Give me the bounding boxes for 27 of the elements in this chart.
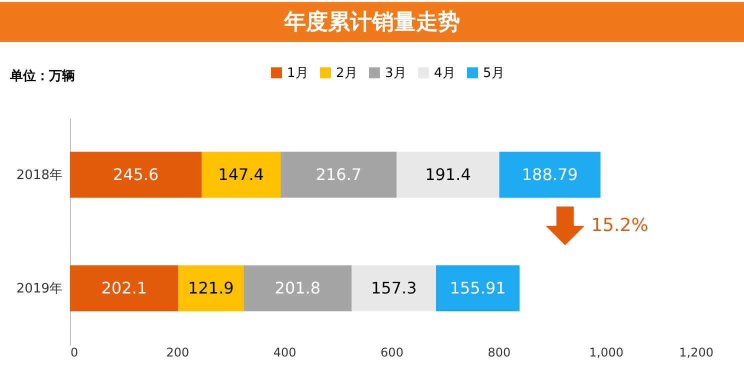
legend-label: 5月 [483, 66, 504, 81]
data-label: 155.91 [450, 278, 506, 298]
legend-label: 4月 [434, 66, 456, 81]
x-tick-label: 400 [273, 346, 296, 360]
data-label: 191.4 [425, 164, 471, 184]
data-label: 121.9 [188, 278, 234, 298]
x-tick-label: 1,000 [589, 346, 624, 360]
data-label: 201.8 [274, 278, 321, 298]
data-label: 147.4 [218, 164, 264, 184]
x-tick-label: 800 [488, 346, 511, 360]
annotation: 15.2% [591, 214, 648, 236]
data-label: 216.7 [316, 164, 362, 184]
x-tick-label: 600 [380, 346, 404, 360]
data-label: 188.79 [522, 164, 578, 184]
chart-subtitle: 单位：万辆 [9, 68, 75, 84]
x-tick-label: 1,200 [679, 346, 714, 360]
data-label: 202.1 [101, 278, 148, 298]
x-tick-label: 0 [70, 346, 78, 360]
data-label: 245.6 [112, 164, 159, 184]
legend-label: 1月 [287, 66, 308, 81]
data-label: 157.3 [370, 278, 417, 298]
legend-label: 2月 [336, 66, 358, 81]
x-tick-label: 200 [166, 346, 190, 360]
legend-label: 3月 [385, 66, 406, 81]
y-tick-label: 2018年 [16, 168, 62, 183]
chart-title: 年度累计销量走势 [283, 9, 460, 35]
y-tick-label: 2019年 [16, 281, 62, 296]
